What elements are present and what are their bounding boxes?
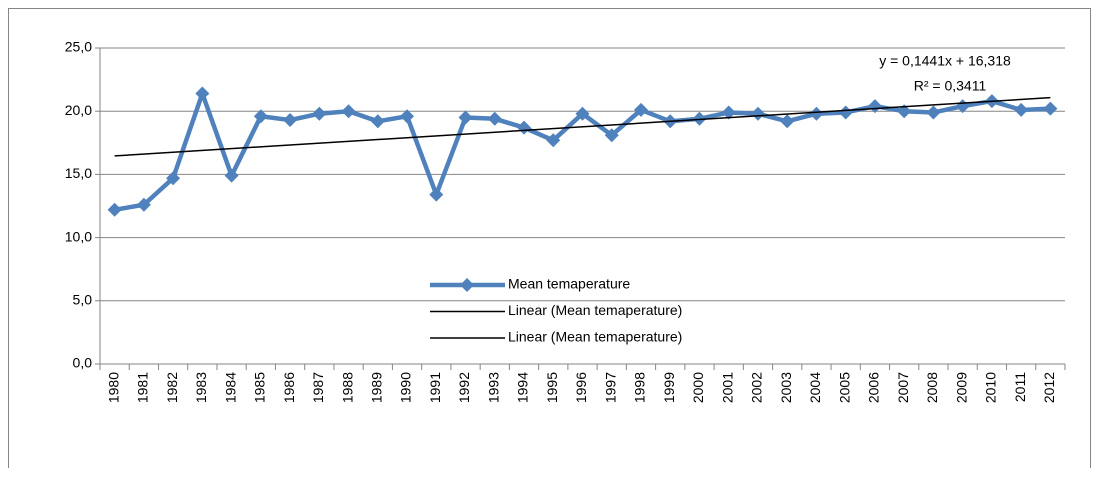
data-point [312, 106, 327, 121]
y-tick-label: 10,0 [65, 228, 92, 244]
data-point [136, 197, 151, 212]
y-tick-label: 25,0 [65, 39, 92, 55]
y-tick-label: 0,0 [73, 355, 93, 371]
data-point [341, 104, 356, 119]
chart-border [8, 8, 1091, 468]
legend-label: Linear (Mean temaperature) [508, 302, 682, 318]
x-tick-label: 2009 [953, 372, 969, 403]
x-tick-label: 1990 [398, 372, 414, 403]
data-point [517, 120, 532, 135]
data-point [926, 105, 941, 120]
x-tick-label: 1995 [544, 372, 560, 403]
data-point [1014, 102, 1029, 117]
data-point [575, 106, 590, 121]
x-tick-label: 2003 [778, 372, 794, 403]
x-tick-label: 1989 [369, 372, 385, 403]
data-point [721, 105, 736, 120]
x-tick-label: 2005 [836, 372, 852, 403]
x-tick-label: 1999 [661, 372, 677, 403]
data-point [546, 133, 561, 148]
data-point [458, 110, 473, 125]
x-tick-label: 1991 [427, 372, 443, 403]
data-point [487, 111, 502, 126]
y-tick-label: 5,0 [73, 292, 93, 308]
data-point [809, 106, 824, 121]
x-tick-label: 1998 [632, 372, 648, 403]
x-tick-label: 2000 [690, 372, 706, 403]
data-point [1043, 101, 1058, 116]
x-tick-label: 2011 [1012, 372, 1028, 402]
x-tick-label: 2001 [719, 372, 735, 403]
y-tick-label: 15,0 [65, 165, 92, 181]
x-tick-label: 1983 [193, 372, 209, 403]
x-tick-label: 1986 [281, 372, 297, 403]
trend-equation: y = 0,1441x + 16,318 [879, 53, 1011, 69]
x-tick-label: 1994 [515, 372, 531, 403]
data-point [400, 109, 415, 124]
data-point [370, 114, 385, 129]
data-point [867, 99, 882, 114]
legend-marker [460, 278, 474, 292]
data-point [429, 187, 444, 202]
x-tick-label: 1981 [135, 372, 151, 403]
x-tick-label: 1992 [456, 372, 472, 403]
x-tick-label: 1982 [164, 372, 180, 403]
data-point [750, 106, 765, 121]
x-tick-label: 1996 [573, 372, 589, 403]
legend-label: Linear (Mean temaperature) [508, 329, 682, 345]
data-point [604, 128, 619, 143]
x-tick-label: 1984 [222, 372, 238, 403]
x-tick-label: 2007 [895, 372, 911, 403]
data-point [780, 114, 795, 129]
legend-label: Mean temaperature [508, 276, 630, 292]
x-tick-label: 1987 [310, 372, 326, 403]
data-point [224, 168, 239, 183]
data-point [633, 102, 648, 117]
data-point [107, 202, 122, 217]
data-point [283, 113, 298, 128]
x-tick-label: 2004 [807, 372, 823, 403]
x-tick-label: 1985 [252, 372, 268, 403]
x-tick-label: 1988 [339, 372, 355, 403]
y-tick-label: 20,0 [65, 102, 92, 118]
trend-r-squared: R² = 0,3411 [914, 78, 987, 94]
x-tick-label: 1997 [602, 372, 618, 403]
x-tick-label: 2010 [983, 372, 999, 403]
x-tick-label: 2008 [924, 372, 940, 403]
x-tick-label: 2012 [1041, 372, 1057, 403]
data-point [838, 105, 853, 120]
data-point [195, 86, 210, 101]
x-tick-label: 1980 [105, 372, 121, 403]
data-point [253, 109, 268, 124]
data-point [166, 171, 181, 186]
x-tick-label: 2002 [749, 372, 765, 403]
trend-line [114, 96, 1051, 157]
x-tick-label: 2006 [866, 372, 882, 403]
x-tick-label: 1993 [485, 372, 501, 403]
